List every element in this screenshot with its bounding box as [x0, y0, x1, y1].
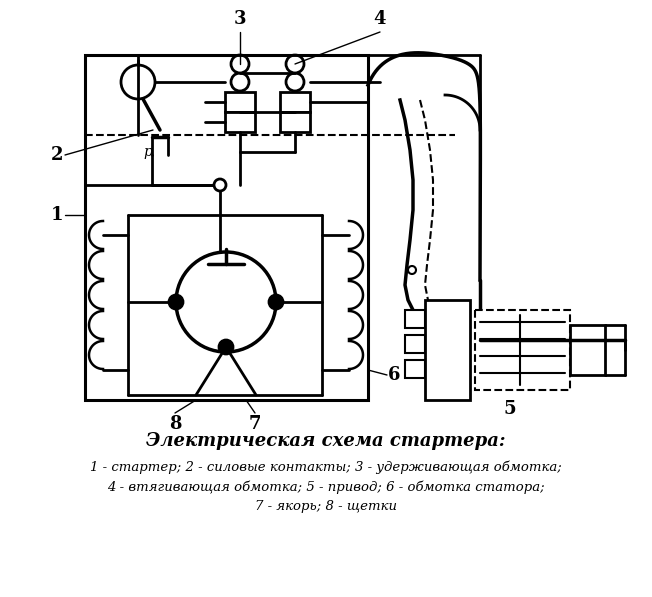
Circle shape [286, 73, 304, 91]
Text: 6: 6 [388, 366, 400, 384]
Text: 2: 2 [50, 146, 63, 164]
Text: 4: 4 [374, 10, 386, 28]
Circle shape [121, 65, 155, 99]
Text: 7 - якорь; 8 - щетки: 7 - якорь; 8 - щетки [255, 500, 397, 513]
Bar [570, 325, 605, 375]
Bar [280, 92, 310, 112]
Bar [405, 310, 425, 328]
Text: 1 - стартер; 2 - силовые контакты; 3 - удерживающая обмотка;: 1 - стартер; 2 - силовые контакты; 3 - у… [90, 460, 562, 473]
Text: р: р [143, 145, 153, 159]
Text: 8: 8 [169, 415, 181, 433]
Text: 3: 3 [234, 10, 246, 28]
Bar [280, 112, 310, 132]
Bar [405, 360, 425, 378]
Bar [225, 92, 255, 112]
Circle shape [231, 73, 249, 91]
Circle shape [219, 340, 233, 354]
Circle shape [169, 295, 183, 309]
Circle shape [269, 295, 283, 309]
Circle shape [408, 266, 416, 274]
Circle shape [286, 55, 304, 73]
Text: 4 - втягивающая обмотка; 5 - привод; 6 - обмотка статора;: 4 - втягивающая обмотка; 5 - привод; 6 -… [107, 480, 545, 494]
Text: 1: 1 [50, 206, 63, 224]
Text: 7: 7 [249, 415, 261, 433]
Bar [405, 335, 425, 353]
Bar [425, 300, 470, 400]
Text: Электрическая схема стартера:: Электрическая схема стартера: [146, 432, 506, 450]
Circle shape [176, 252, 276, 352]
Circle shape [214, 179, 226, 191]
Circle shape [231, 55, 249, 73]
Bar [85, 55, 368, 400]
Text: 5: 5 [504, 400, 516, 418]
Bar [225, 112, 255, 132]
Bar [475, 310, 570, 390]
